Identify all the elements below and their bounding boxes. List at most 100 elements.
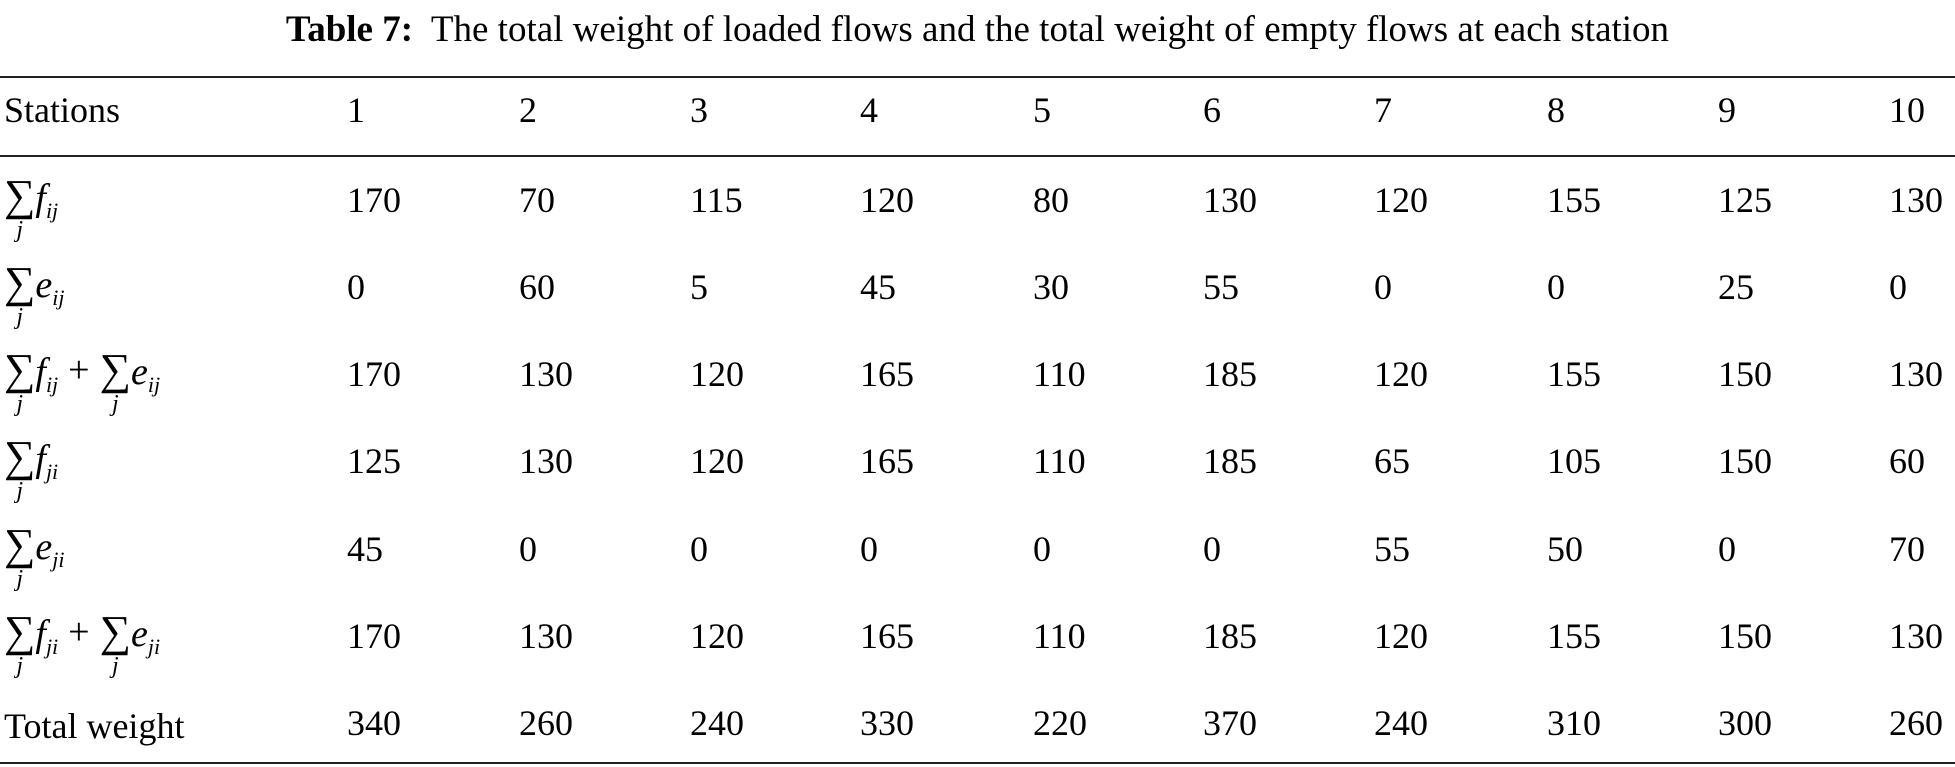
sigma-glyph: ∑ [4,432,36,481]
table-cell: 130 [519,441,573,481]
table-cell: 130 [1203,180,1257,220]
subscript: ij [45,198,59,223]
table-cell: 55 [1374,529,1410,569]
table-cell: 170 [347,354,401,394]
table-cell: 30 [1033,267,1069,307]
table-cell: 330 [860,703,914,743]
sigma-glyph: ∑ [99,607,131,656]
table-cell: 115 [690,180,743,220]
header-station: 8 [1547,90,1565,130]
table-cell: 300 [1718,703,1772,743]
table-cell: 45 [860,267,896,307]
summation-index: j [16,566,24,592]
summation-term: ∑ j eij [99,345,161,417]
subscript: ji [52,547,65,572]
table-cell: 125 [1718,180,1772,220]
table-cell: 80 [1033,180,1069,220]
table-cell: 70 [1889,529,1925,569]
summation-term: ∑ j eji [99,607,161,679]
summation-term: ∑ j fij [4,171,59,243]
summation-term: ∑ j eij [4,258,64,330]
table-cell: 155 [1547,616,1601,656]
table-cell: 60 [1889,441,1925,481]
table-cell: 240 [690,703,744,743]
summation-term: ∑ j fij [4,348,58,417]
header-station: 2 [519,90,537,130]
table-cell: 25 [1718,267,1754,307]
sigma-symbol: ∑ j [4,520,36,592]
row-label: ∑ j fij + ∑ j eij [4,345,161,417]
sigma-symbol: ∑ j [4,171,36,243]
table-cell: 130 [519,354,573,394]
sigma-symbol: ∑ j [4,348,35,417]
header-station: 4 [860,90,878,130]
subscript: ij [147,372,161,397]
table-cell: 185 [1203,354,1257,394]
table-cell: 120 [860,180,914,220]
sigma-glyph: ∑ [4,171,36,220]
table-cell: 220 [1033,703,1087,743]
summation-index: j [16,653,24,679]
header-station: 3 [690,90,708,130]
table-cell: 370 [1203,703,1257,743]
table-cell: 120 [690,354,744,394]
subscript: ji [45,459,59,484]
table-cell: 120 [1374,354,1428,394]
table-caption: Table 7: The total weight of loaded flow… [0,8,1955,51]
table-cell: 130 [1889,354,1943,394]
table-cell: 65 [1374,441,1410,481]
variable: f [35,438,46,480]
summation-term: ∑ j fji [4,610,59,679]
summation-index: j [111,653,119,679]
table-cell: 0 [519,529,537,569]
table-cell: 5 [690,267,708,307]
table-cell: 150 [1718,441,1772,481]
header-label: Stations [4,90,121,130]
subscript: ji [147,634,161,659]
table-cell: 155 [1547,180,1601,220]
sigma-symbol: ∑ j [4,610,35,679]
variable: f [35,351,46,393]
table-cell: 260 [1889,703,1943,743]
header-station: 6 [1203,90,1221,130]
summation-index: j [16,304,24,330]
table-cell: 155 [1547,354,1601,394]
top-rule [0,76,1955,78]
sigma-glyph: ∑ [4,520,36,569]
row-label: Total weight [4,706,185,746]
table-cell: 0 [347,267,365,307]
table-cell: 0 [1718,529,1736,569]
table-cell: 240 [1374,703,1428,743]
header-rule [0,155,1955,157]
row-label: ∑ j fij [4,171,59,243]
table-cell: 0 [1889,267,1907,307]
table-cell: 110 [1033,616,1086,656]
caption-label: Table 7: [285,9,414,50]
sigma-symbol: ∑ j [99,607,131,679]
table-cell: 185 [1203,616,1257,656]
table-cell: 55 [1203,267,1239,307]
table-cell: 185 [1203,441,1257,481]
table-cell: 170 [347,616,401,656]
table-cell: 45 [347,529,383,569]
row-label: ∑ j eji [4,520,65,592]
summation-index: j [16,391,24,417]
table-cell: 0 [860,529,878,569]
table-cell: 260 [519,703,573,743]
table-cell: 120 [1374,180,1428,220]
table-cell: 130 [1889,180,1943,220]
bottom-rule [0,762,1955,764]
table-cell: 165 [860,441,914,481]
table-cell: 130 [519,616,573,656]
table-cell: 340 [347,703,401,743]
table-cell: 110 [1033,354,1086,394]
sigma-symbol: ∑ j [4,258,36,330]
table-cell: 70 [519,180,555,220]
subscript: ji [45,634,59,659]
table-cell: 165 [860,354,914,394]
sigma-glyph: ∑ [4,258,36,307]
sigma-symbol: ∑ j [99,345,131,417]
sigma-glyph: ∑ [99,345,131,394]
variable: f [35,613,46,655]
header-station: 9 [1718,90,1736,130]
